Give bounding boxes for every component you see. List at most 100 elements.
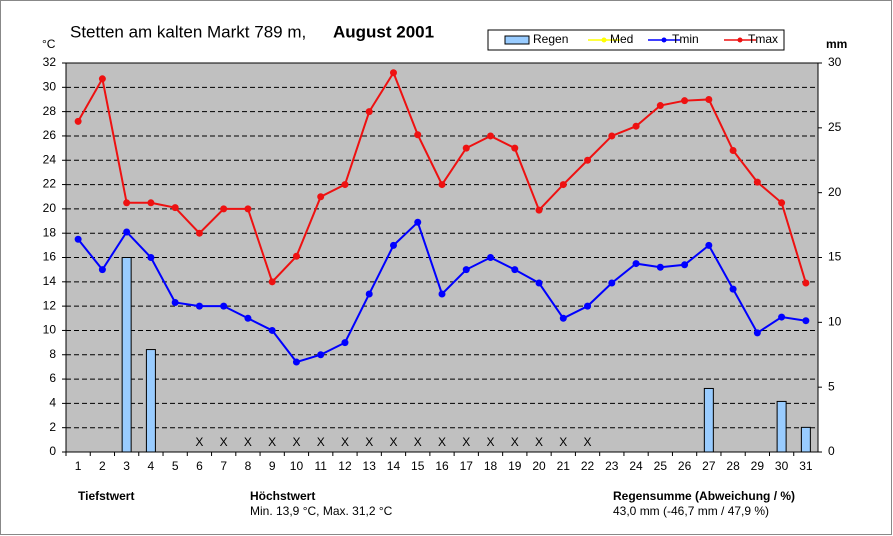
point [171, 298, 179, 306]
point [511, 266, 519, 274]
y-tick-label: 24 [43, 152, 57, 166]
flag: X [195, 435, 203, 449]
y-axis-label: °C [42, 37, 56, 51]
point [220, 205, 228, 213]
point [317, 193, 325, 201]
x-tick-label: 25 [654, 459, 668, 473]
x-tick-label: 27 [702, 459, 716, 473]
footer-text: 43,0 mm (-46,7 mm / 47,9 %) [613, 504, 769, 518]
point [292, 252, 300, 260]
y-tick-label: 6 [49, 371, 56, 385]
x-tick-label: 3 [123, 459, 130, 473]
x-tick-label: 22 [581, 459, 595, 473]
y2-tick-label: 0 [828, 444, 835, 458]
x-tick-label: 31 [799, 459, 813, 473]
x-tick-label: 21 [557, 459, 571, 473]
flag: X [487, 435, 495, 449]
x-tick-label: 6 [196, 459, 203, 473]
point [147, 199, 155, 207]
point [729, 147, 737, 155]
point [559, 181, 567, 189]
point [656, 263, 664, 271]
x-tick-label: 26 [678, 459, 692, 473]
flag: X [292, 435, 300, 449]
bar [703, 387, 714, 453]
y-tick-label: 28 [43, 104, 57, 118]
y-tick-label: 30 [43, 79, 57, 93]
y-tick-label: 10 [43, 323, 57, 337]
point [195, 302, 203, 310]
point [681, 97, 689, 105]
point [753, 329, 761, 337]
x-tick-label: 15 [411, 459, 425, 473]
y-tick-label: 2 [49, 420, 56, 434]
flag: X [389, 435, 397, 449]
x-tick-label: 9 [269, 459, 276, 473]
point [753, 178, 761, 186]
point [74, 117, 82, 125]
x-tick-label: 16 [435, 459, 449, 473]
y2-tick-label: 20 [828, 185, 842, 199]
legend-marker [737, 37, 743, 43]
chart-subtitle: August 2001 [333, 22, 434, 41]
x-tick-label: 28 [726, 459, 740, 473]
point [341, 181, 349, 189]
point [462, 266, 470, 274]
x-tick-label: 18 [484, 459, 498, 473]
x-tick-label: 29 [751, 459, 765, 473]
x-tick-label: 1 [75, 459, 82, 473]
legend-label: Regen [533, 32, 568, 46]
y2-tick-label: 25 [828, 120, 842, 134]
y-tick-label: 32 [43, 55, 57, 69]
bar [776, 400, 787, 453]
point [802, 317, 810, 325]
y-tick-label: 0 [49, 444, 56, 458]
point [123, 228, 131, 236]
footer-label: Regensumme (Abweichung / %) [613, 489, 795, 503]
point [681, 261, 689, 269]
y2-tick-label: 30 [828, 55, 842, 69]
point [98, 266, 106, 274]
flag: X [438, 435, 446, 449]
flag: X [559, 435, 567, 449]
point [656, 102, 664, 110]
y-tick-label: 20 [43, 201, 57, 215]
point [123, 199, 131, 207]
point [705, 95, 713, 103]
point [292, 358, 300, 366]
x-tick-label: 20 [532, 459, 546, 473]
legend-label: Tmax [748, 32, 778, 46]
point [511, 144, 519, 152]
y-tick-label: 18 [43, 225, 57, 239]
point [778, 313, 786, 321]
point [389, 69, 397, 77]
y-tick-label: 8 [49, 347, 56, 361]
point [559, 314, 567, 322]
point [438, 181, 446, 189]
bar [145, 349, 156, 453]
x-tick-label: 19 [508, 459, 522, 473]
y2-axis-label: mm [826, 37, 847, 51]
footer-label: Höchstwert [250, 489, 315, 503]
x-tick-label: 7 [220, 459, 227, 473]
point [389, 241, 397, 249]
flag: X [511, 435, 519, 449]
point [729, 285, 737, 293]
point [462, 144, 470, 152]
y-tick-label: 4 [49, 396, 56, 410]
point [74, 235, 82, 243]
point [414, 131, 422, 139]
point [98, 75, 106, 83]
point [195, 229, 203, 237]
point [535, 206, 543, 214]
y2-tick-label: 5 [828, 379, 835, 393]
footer-label: Tiefstwert [78, 489, 134, 503]
point [268, 278, 276, 286]
flag: X [584, 435, 592, 449]
chart-title: Stetten am kalten Markt 789 m, [70, 22, 306, 41]
point [632, 122, 640, 130]
point [414, 218, 422, 226]
point [487, 132, 495, 140]
point [317, 351, 325, 359]
bar [800, 426, 811, 453]
